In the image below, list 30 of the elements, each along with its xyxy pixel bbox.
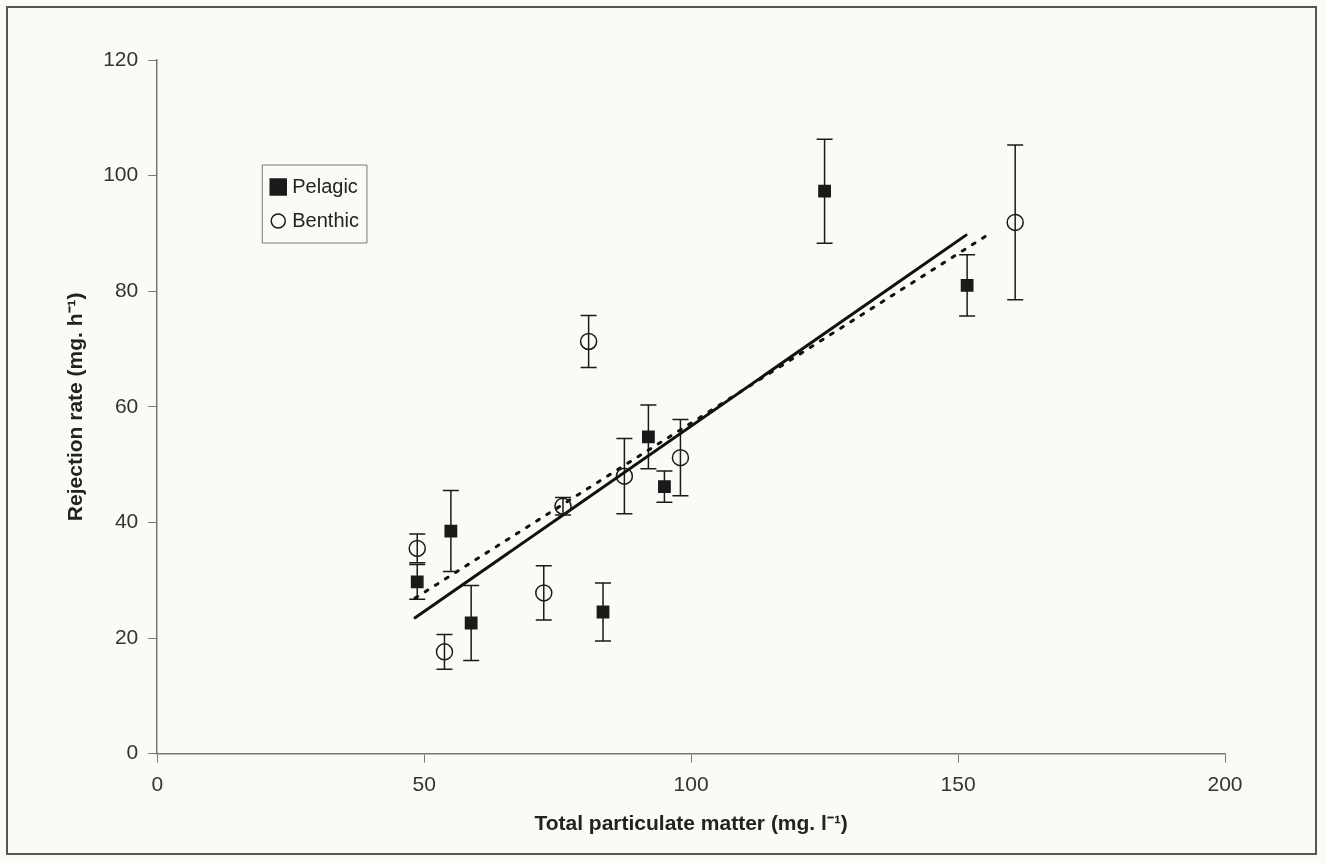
y-tick-label: 0	[126, 740, 139, 764]
point	[579, 332, 598, 351]
point	[818, 184, 831, 198]
x-tick-label: 0	[151, 772, 164, 795]
point	[408, 539, 426, 558]
x-tick-label: 50	[412, 772, 436, 795]
y-axis-title: Rejection rate (mg. h⁻¹)	[63, 292, 87, 522]
point	[642, 430, 655, 444]
x-axis-title: Total particulate matter (mg. l⁻¹)	[534, 811, 848, 835]
point	[410, 575, 424, 589]
x-tick-label: 150	[940, 772, 976, 795]
point	[671, 448, 690, 467]
point	[615, 467, 634, 485]
y-tick-label: 120	[103, 46, 139, 70]
x-tick-label: 100	[673, 772, 709, 795]
y-tick-label: 40	[114, 509, 139, 533]
y-tick-label: 100	[103, 162, 139, 186]
point	[960, 279, 974, 292]
y-tick-label: 20	[114, 624, 139, 648]
point	[444, 524, 458, 538]
point	[535, 584, 553, 602]
x-tick-label: 200	[1207, 772, 1243, 795]
legend-label: Pelagic	[292, 174, 358, 197]
point	[464, 616, 478, 630]
point	[1006, 213, 1024, 232]
point	[658, 480, 671, 493]
point	[435, 643, 454, 661]
y-tick-label: 80	[114, 278, 139, 301]
legend-label: Benthic	[292, 208, 359, 231]
y-tick-label: 60	[114, 393, 139, 417]
